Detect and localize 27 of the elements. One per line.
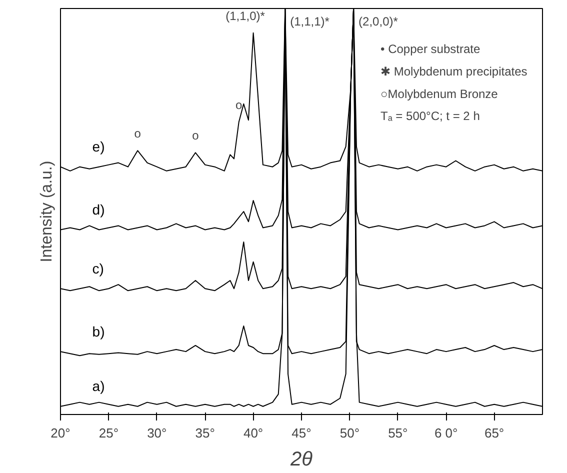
annotation: (1,1,0)* [226,8,266,23]
x-tick-label: 6 0° [434,426,458,440]
annotation: Tₐ = 500°C; t = 2 h [380,109,480,124]
annotation: • Copper substrate [380,42,480,56]
annotation: (2,0,0)* [358,14,398,28]
annotation: (1,1,1)* [290,14,330,28]
x-tick-label: 35° [195,426,215,440]
x-tick-label: 55° [388,426,408,440]
series-label: e) [92,138,105,155]
x-tick-label: 30° [147,426,167,440]
series-label: b) [92,323,105,340]
series-label: c) [92,260,104,276]
x-tick-label: 25° [98,426,119,440]
annotation: o [236,98,243,112]
x-tick-label: 65° [484,426,504,440]
annotation: o [134,126,142,141]
x-tick-label: 50° [340,426,360,440]
series-label: a) [92,378,105,394]
y-axis-title: Intensity (a.u.) [38,160,56,262]
x-axis-title: 2θ [290,448,313,470]
x-tick-label: 40° [243,426,264,440]
annotation: ✱ Molybdenum precipitates [380,64,528,78]
annotation: o [192,128,200,143]
x-tick-label: 20° [50,426,70,440]
x-tick-label: 45° [292,426,312,440]
annotation: ○Molybdenum Bronze [380,86,498,101]
series-label: d) [92,202,105,218]
